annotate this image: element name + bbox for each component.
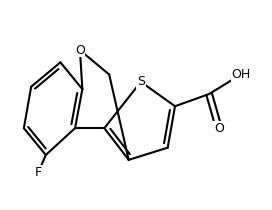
Text: S: S — [137, 75, 145, 88]
Text: OH: OH — [231, 68, 251, 81]
Text: O: O — [214, 122, 224, 135]
Text: F: F — [35, 165, 42, 178]
Text: O: O — [75, 44, 85, 57]
